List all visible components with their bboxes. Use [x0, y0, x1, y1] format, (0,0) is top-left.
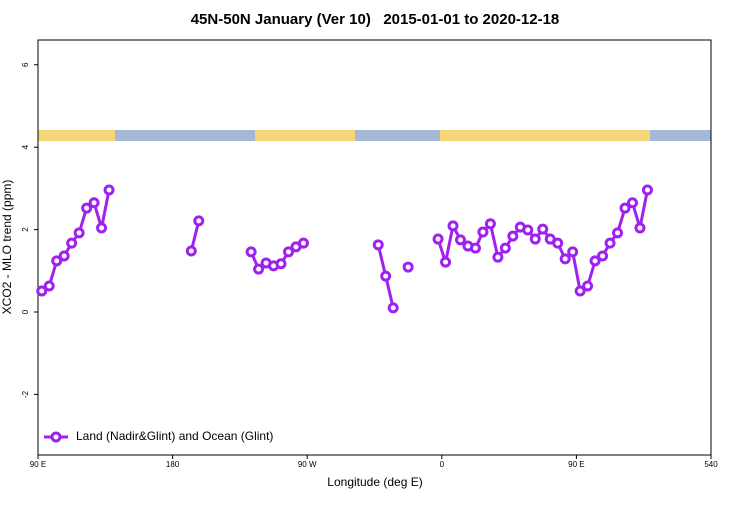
data-point: [529, 233, 541, 245]
x-tick-label: 180: [166, 460, 180, 469]
x-tick-label: 90 E: [568, 460, 584, 469]
data-point: [193, 215, 205, 227]
data-point: [297, 237, 309, 249]
x-axis-title: Longitude (deg E): [327, 475, 422, 489]
legend-marker: [50, 431, 62, 443]
data-point: [522, 224, 534, 236]
data-point: [447, 220, 459, 232]
data-point: [537, 223, 549, 235]
data-point: [589, 255, 601, 267]
y-tick-label: 6: [21, 62, 30, 67]
data-point: [88, 197, 100, 209]
data-point: [574, 285, 586, 297]
x-tick-label: 540: [704, 460, 718, 469]
data-point: [507, 230, 519, 242]
data-point: [612, 227, 624, 239]
x-tick-label: 0: [440, 460, 445, 469]
data-point: [567, 246, 579, 258]
data-point: [51, 255, 63, 267]
series-line: [40, 189, 649, 309]
data-point: [185, 245, 197, 257]
plot-frame: [37, 39, 712, 456]
y-tick-label: 0: [21, 309, 30, 314]
data-point: [597, 250, 609, 262]
data-point: [552, 237, 564, 249]
data-point: [387, 302, 399, 314]
data-point: [402, 261, 414, 273]
y-tick-label: 2: [21, 227, 30, 232]
data-point: [626, 197, 638, 209]
data-point: [559, 253, 571, 265]
legend-label: Land (Nadir&Glint) and Ocean (Glint): [76, 429, 273, 443]
data-point: [432, 233, 444, 245]
data-point: [380, 270, 392, 282]
data-point: [96, 222, 108, 234]
data-point: [73, 227, 85, 239]
data-point: [477, 226, 489, 238]
data-point: [81, 202, 93, 214]
data-point: [275, 258, 287, 270]
data-point: [253, 263, 265, 275]
data-point: [582, 280, 594, 292]
data-point: [469, 242, 481, 254]
x-tick-label: 90 E: [30, 460, 46, 469]
data-point: [604, 237, 616, 249]
data-point: [440, 256, 452, 268]
y-tick-label: 4: [21, 144, 30, 149]
data-point: [66, 237, 78, 249]
data-point: [58, 250, 70, 262]
data-point: [372, 239, 384, 251]
x-tick-label: 90 W: [298, 460, 317, 469]
data-point: [454, 234, 466, 246]
data-point: [36, 285, 48, 297]
y-axis-title: XCO2 - MLO trend (ppm): [0, 180, 14, 315]
data-point: [283, 246, 295, 258]
data-point: [619, 202, 631, 214]
data-point: [634, 222, 646, 234]
data-point: [499, 242, 511, 254]
data-point: [484, 218, 496, 230]
chart-title: 45N-50N January (Ver 10) 2015-01-01 to 2…: [191, 11, 560, 28]
map-strip: [38, 130, 711, 141]
data-point: [43, 280, 55, 292]
data-point: [103, 184, 115, 196]
data-point: [641, 184, 653, 196]
data-point: [245, 246, 257, 258]
data-point: [492, 251, 504, 263]
y-tick-label: -2: [21, 390, 30, 398]
